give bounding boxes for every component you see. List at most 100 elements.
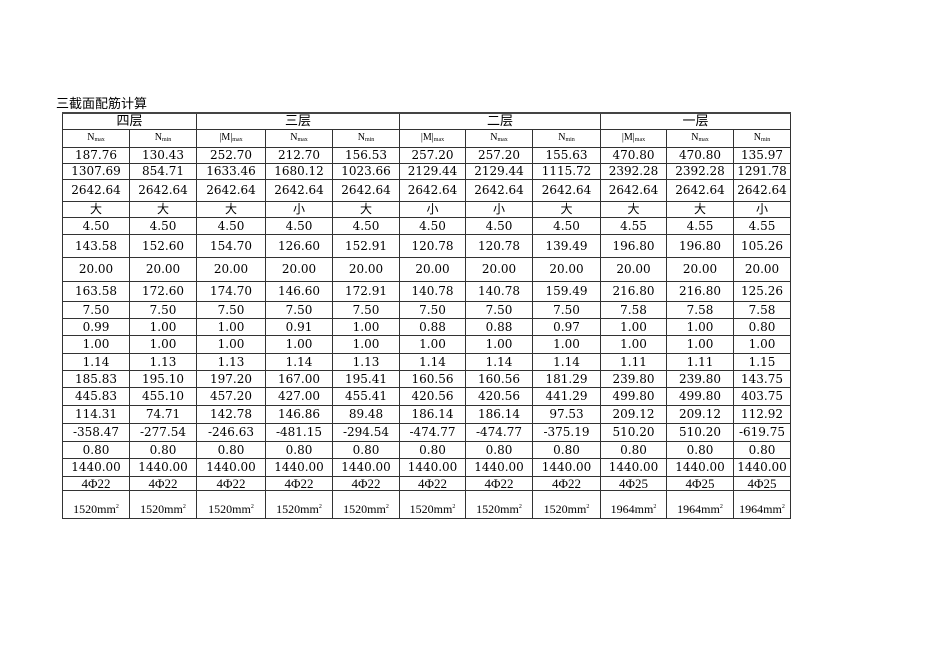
table-cell: -294.54: [332, 422, 400, 442]
column-header: Nmin: [733, 128, 791, 148]
rebar-cell: 4Φ22: [129, 475, 197, 491]
table-cell: 1440.00: [666, 457, 734, 477]
table-cell: 20.00: [733, 256, 791, 282]
table-cell: 4.50: [196, 216, 266, 235]
table-cell: 470.80: [666, 146, 734, 164]
table-cell: 499.80: [600, 386, 667, 406]
table-cell: 1.13: [332, 352, 400, 371]
table-cell: 4.50: [62, 216, 130, 235]
table-cell: 74.71: [129, 404, 197, 424]
floor-header: 三层: [196, 112, 400, 130]
table-cell: 197.20: [196, 369, 266, 388]
table-cell: 1.11: [666, 352, 734, 371]
table-cell: 7.50: [465, 300, 533, 319]
table-cell: 4.55: [733, 216, 791, 235]
table-cell: 7.58: [600, 300, 667, 319]
table-cell: 212.70: [265, 146, 333, 164]
table-cell: 1.14: [265, 352, 333, 371]
table-cell: 0.88: [465, 317, 533, 336]
table-cell: 1291.78: [733, 162, 791, 180]
table-cell: 420.56: [465, 386, 533, 406]
table-row: 185.83 195.10 197.20 167.00 195.41 160.56 160.…: [62, 369, 791, 388]
table-cell: 209.12: [666, 404, 734, 424]
table-cell: 1.11: [600, 352, 667, 371]
table-cell: 156.53: [332, 146, 400, 164]
table-cell: 510.20: [666, 422, 734, 442]
table-cell: 4.55: [666, 216, 734, 235]
area-cell: 1964mm2: [666, 489, 734, 519]
table-cell: 186.14: [399, 404, 466, 424]
table-cell: 2392.28: [600, 162, 667, 180]
table-row: 4Φ22 4Φ22 4Φ22 4Φ22 4Φ22 4Φ22 4Φ22 4Φ22 4Φ25 4Φ25…: [62, 475, 791, 491]
table-cell: 196.80: [666, 233, 734, 258]
table-cell: 0.80: [62, 440, 130, 459]
table-cell: 152.91: [332, 233, 400, 258]
table-cell: 1440.00: [129, 457, 197, 477]
table-cell: 1.15: [733, 352, 791, 371]
rebar-cell: 4Φ22: [399, 475, 466, 491]
table-row: 4.50 4.50 4.50 4.50 4.50 4.50 4.50 4.50 4.55 4.55…: [62, 216, 791, 235]
table-cell: -474.77: [399, 422, 466, 442]
table-cell: 7.50: [265, 300, 333, 319]
table-cell: 1.00: [666, 317, 734, 336]
page-title: 三截面配筋计算: [56, 97, 148, 112]
table-cell: 1440.00: [265, 457, 333, 477]
area-cell: 1520mm2: [62, 489, 130, 519]
table-cell: 1.00: [265, 334, 333, 354]
table-cell: 1.00: [532, 334, 601, 354]
table-cell: 2642.64: [733, 178, 791, 202]
table-cell: 小: [465, 200, 533, 218]
table-cell: 0.80: [733, 440, 791, 459]
floor-header: 一层: [600, 112, 791, 130]
table-cell: 195.10: [129, 369, 197, 388]
table-row: 2642.64 2642.64 2642.64 2642.64 2642.64 2642.…: [62, 178, 791, 202]
table-cell: 209.12: [600, 404, 667, 424]
table-cell: 4.50: [265, 216, 333, 235]
table-cell: 2129.44: [465, 162, 533, 180]
table-cell: 4.50: [129, 216, 197, 235]
table-cell: 大: [666, 200, 734, 218]
rebar-cell: 4Φ22: [265, 475, 333, 491]
table-cell: 2642.64: [62, 178, 130, 202]
table-cell: 167.00: [265, 369, 333, 388]
rebar-cell: 4Φ22: [465, 475, 533, 491]
table-cell: 140.78: [465, 280, 533, 302]
table-cell: 140.78: [399, 280, 466, 302]
table-cell: 196.80: [600, 233, 667, 258]
table-cell: 4.50: [465, 216, 533, 235]
table-cell: 252.70: [196, 146, 266, 164]
table-cell: 89.48: [332, 404, 400, 424]
area-cell: 1964mm2: [600, 489, 667, 519]
table-cell: 0.80: [465, 440, 533, 459]
table-cell: -481.15: [265, 422, 333, 442]
table-cell: 185.83: [62, 369, 130, 388]
table-row: 1307.69 854.71 1633.46 1680.12 1023.66 2129.4…: [62, 162, 791, 180]
table-cell: 7.50: [129, 300, 197, 319]
table-cell: 257.20: [399, 146, 466, 164]
table-cell: 126.60: [265, 233, 333, 258]
table-cell: 216.80: [600, 280, 667, 302]
table-cell: 大: [196, 200, 266, 218]
table-cell: 152.60: [129, 233, 197, 258]
table-cell: 1.00: [666, 334, 734, 354]
table-cell: 20.00: [666, 256, 734, 282]
table-cell: 1633.46: [196, 162, 266, 180]
table-cell: 小: [733, 200, 791, 218]
table-cell: -474.77: [465, 422, 533, 442]
table-cell: 20.00: [62, 256, 130, 282]
table-cell: 455.10: [129, 386, 197, 406]
table-cell: 0.80: [265, 440, 333, 459]
table-cell: 1.00: [196, 334, 266, 354]
table-cell: 大: [532, 200, 601, 218]
table-cell: 239.80: [666, 369, 734, 388]
column-header: Nmin: [532, 128, 601, 148]
table-cell: 403.75: [733, 386, 791, 406]
table-cell: 20.00: [265, 256, 333, 282]
table-cell: 0.80: [532, 440, 601, 459]
table-cell: 441.29: [532, 386, 601, 406]
floor-header: 二层: [399, 112, 601, 130]
table-cell: 0.99: [62, 317, 130, 336]
rebar-cell: 4Φ25: [600, 475, 667, 491]
table-cell: 4.50: [399, 216, 466, 235]
table-cell: 0.97: [532, 317, 601, 336]
